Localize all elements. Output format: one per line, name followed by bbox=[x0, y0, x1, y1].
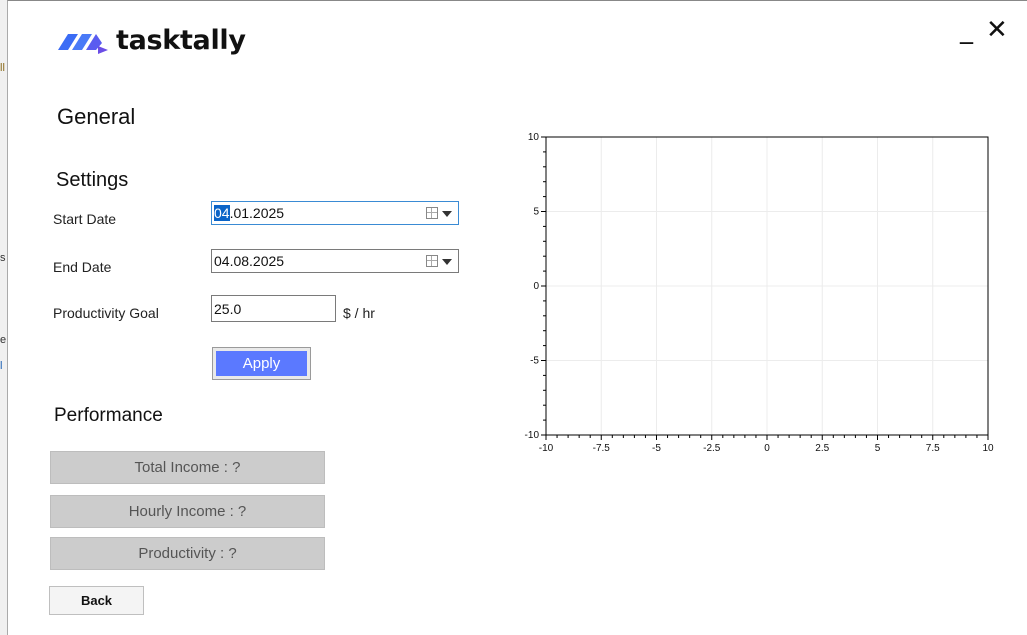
settings-heading: Settings bbox=[56, 169, 129, 191]
start-date-rest: .01.2025 bbox=[229, 205, 285, 221]
performance-chart: -10 -7.5 -5 -2.5 0 2.5 5 7.5 10 10 5 0 -5 -10 bbox=[513, 129, 1008, 459]
background-fragment: e bbox=[0, 334, 7, 346]
minimize-button[interactable]: _ bbox=[960, 15, 973, 45]
productivity-goal-input[interactable] bbox=[211, 295, 336, 322]
y-tick-label: 5 bbox=[533, 207, 539, 218]
x-tick-label: 2.5 bbox=[815, 443, 829, 454]
end-date-picker[interactable]: 04.08.2025 bbox=[211, 249, 459, 273]
y-tick-label: 0 bbox=[533, 281, 539, 292]
start-date-picker[interactable]: 04.01.2025 bbox=[211, 201, 459, 225]
productivity-metric: Productivity : ? bbox=[50, 537, 325, 570]
x-tick-label: -7.5 bbox=[593, 443, 611, 454]
app-logo: tasktally bbox=[58, 25, 246, 56]
productivity-goal-label: Productivity Goal bbox=[53, 305, 159, 321]
end-date-value[interactable]: 04.08.2025 bbox=[214, 253, 285, 269]
hourly-income-metric: Hourly Income : ? bbox=[50, 495, 325, 528]
app-name: tasktally bbox=[116, 25, 246, 56]
apply-button-label: Apply bbox=[216, 351, 307, 376]
background-fragment: l bbox=[0, 360, 3, 372]
start-date-label: Start Date bbox=[53, 211, 117, 227]
dropdown-arrow-icon[interactable] bbox=[442, 211, 452, 217]
productivity-goal-unit: $ / hr bbox=[343, 305, 375, 321]
close-button[interactable]: ✕ bbox=[986, 15, 1008, 45]
background-fragment: ll bbox=[0, 62, 5, 74]
dropdown-arrow-icon[interactable] bbox=[442, 259, 452, 265]
start-date-value[interactable]: 04.01.2025 bbox=[214, 205, 284, 221]
x-tick-label: -10 bbox=[539, 443, 554, 454]
tasktally-logo-icon bbox=[58, 33, 108, 54]
calendar-icon[interactable] bbox=[426, 255, 438, 267]
x-tick-label: -5 bbox=[652, 443, 661, 454]
x-tick-label: 0 bbox=[764, 443, 770, 454]
y-tick-label: -5 bbox=[530, 356, 539, 367]
apply-button[interactable]: Apply bbox=[212, 347, 311, 380]
start-date-selected-segment: 04 bbox=[214, 205, 230, 221]
background-window-strip bbox=[0, 0, 7, 635]
end-date-label: End Date bbox=[53, 259, 112, 275]
y-tick-label: -10 bbox=[525, 430, 540, 441]
x-tick-label: 5 bbox=[875, 443, 881, 454]
app-window: tasktally _ ✕ General Settings Start Dat… bbox=[7, 0, 1027, 635]
performance-heading: Performance bbox=[54, 405, 163, 426]
chart-svg: -10 -7.5 -5 -2.5 0 2.5 5 7.5 10 10 5 0 -5 -10 bbox=[525, 132, 994, 454]
x-tick-label: 7.5 bbox=[926, 443, 940, 454]
x-tick-label: -2.5 bbox=[703, 443, 721, 454]
background-fragment: s bbox=[0, 252, 6, 264]
calendar-icon[interactable] bbox=[426, 207, 438, 219]
general-heading: General bbox=[57, 104, 136, 129]
back-button[interactable]: Back bbox=[49, 586, 144, 615]
y-tick-label: 10 bbox=[528, 132, 540, 143]
x-tick-label: 10 bbox=[982, 443, 994, 454]
total-income-metric: Total Income : ? bbox=[50, 451, 325, 484]
